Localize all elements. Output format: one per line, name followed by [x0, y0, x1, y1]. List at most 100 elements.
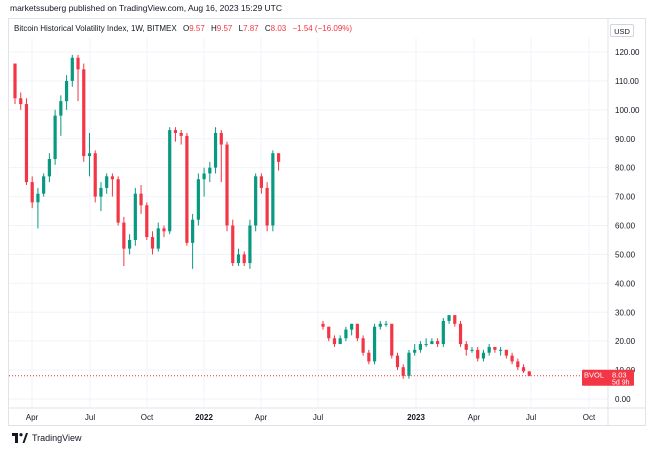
candle-body: [76, 57, 80, 70]
candle-body: [173, 130, 178, 133]
candle-body: [384, 323, 388, 325]
candle-body: [53, 115, 57, 159]
candle-body: [133, 193, 137, 240]
candle-body: [179, 132, 183, 136]
legend-low-value: 7.87: [243, 24, 259, 33]
candle-body: [487, 346, 491, 353]
y-tick-label: 110.00: [615, 77, 639, 86]
chart-legend: Bitcoin Historical Volatility Index, 1W,…: [14, 24, 352, 33]
candle-body: [64, 80, 69, 102]
tradingview-footer[interactable]: TradingView: [12, 432, 82, 444]
candle-body: [321, 323, 325, 327]
x-tick-label: Jul: [313, 413, 323, 422]
currency-button[interactable]: USD: [610, 24, 634, 37]
x-tick-label: 2023: [407, 413, 425, 422]
candle-body: [350, 323, 354, 330]
y-tick-label: 0.00: [615, 395, 631, 404]
candle-body: [116, 179, 120, 223]
candle-body: [361, 338, 365, 353]
candle-body: [248, 225, 252, 264]
candle-body: [110, 176, 115, 180]
candle-body: [499, 349, 503, 351]
candle-body: [453, 315, 457, 324]
candle-body: [145, 205, 149, 238]
candle-body: [105, 176, 109, 188]
y-tick-label: 120.00: [615, 48, 640, 57]
candle-body: [355, 323, 359, 339]
legend-low-label: L: [238, 24, 244, 33]
candle-body: [367, 352, 371, 362]
candle-body: [225, 144, 229, 226]
candle-body: [276, 153, 281, 162]
legend-open-label: O: [182, 24, 190, 33]
candle-body: [36, 193, 40, 203]
last-price-value: 8.03: [612, 370, 627, 379]
candle-body: [59, 101, 63, 116]
legend-title: Bitcoin Historical Volatility Index, 1W,…: [14, 24, 177, 33]
y-tick-label: 90.00: [615, 135, 636, 144]
candle-body: [441, 320, 445, 345]
last-price-symbol: BVOL: [584, 370, 604, 379]
candle-body: [458, 323, 463, 345]
y-tick-label: 60.00: [615, 222, 636, 231]
candle-body: [168, 130, 172, 232]
candle-body: [527, 371, 531, 376]
y-tick-label: 40.00: [615, 279, 636, 288]
candle-body: [150, 237, 155, 249]
candle-body: [231, 225, 235, 264]
y-tick-label: 80.00: [615, 164, 636, 173]
candle-body: [139, 193, 143, 206]
candle-body: [493, 346, 497, 350]
candle-body: [93, 153, 97, 197]
candle-body: [395, 355, 400, 368]
x-tick-label: Apr: [255, 413, 268, 422]
candle-body: [521, 367, 526, 372]
candle-body: [24, 104, 29, 183]
candle-body: [196, 179, 200, 220]
candle-body: [271, 153, 275, 226]
candle-body: [185, 135, 189, 243]
candle-body: [418, 344, 423, 350]
candle-body: [424, 344, 428, 346]
legend-open-value: 9.57: [189, 24, 205, 33]
candle-body: [413, 349, 417, 353]
x-tick-label: Jul: [526, 413, 536, 422]
candle-body: [338, 338, 342, 345]
candle-body: [242, 254, 246, 264]
candle-body: [436, 341, 440, 345]
candle-body: [82, 69, 86, 157]
x-tick-label: Apr: [26, 413, 39, 422]
candle-body: [430, 341, 434, 345]
candle-body: [259, 176, 263, 188]
candle-body: [19, 98, 23, 105]
candle-body: [219, 132, 223, 145]
candle-body: [99, 187, 103, 197]
candle-body: [13, 63, 17, 99]
candle-body: [344, 329, 348, 339]
candle-body: [162, 228, 166, 232]
x-tick-label: Oct: [583, 413, 596, 422]
x-tick-label: Oct: [141, 413, 154, 422]
tradingview-logo-icon: [12, 433, 28, 443]
last-price-countdown: 5d 9h: [612, 379, 630, 386]
legend-close-label: C: [264, 24, 271, 33]
candle-body: [122, 222, 126, 249]
candle-body: [464, 344, 468, 350]
candle-body: [87, 153, 92, 157]
y-tick-label: 70.00: [615, 193, 636, 202]
candle-body: [332, 338, 337, 345]
candle-body: [47, 158, 51, 177]
y-tick-label: 30.00: [615, 308, 636, 317]
candle-body: [254, 176, 258, 226]
legend-close-value: 8.03: [270, 24, 287, 33]
legend-high-value: 9.57: [216, 24, 233, 33]
tradingview-brand: TradingView: [32, 433, 82, 443]
x-tick-label: 2022: [195, 413, 213, 422]
x-tick-label: Apr: [468, 413, 481, 422]
candle-body: [372, 326, 377, 362]
candle-body: [191, 219, 195, 243]
chart-pane[interactable]: [8, 18, 646, 426]
y-tick-label: 20.00: [615, 337, 636, 346]
candle-body: [30, 182, 34, 203]
